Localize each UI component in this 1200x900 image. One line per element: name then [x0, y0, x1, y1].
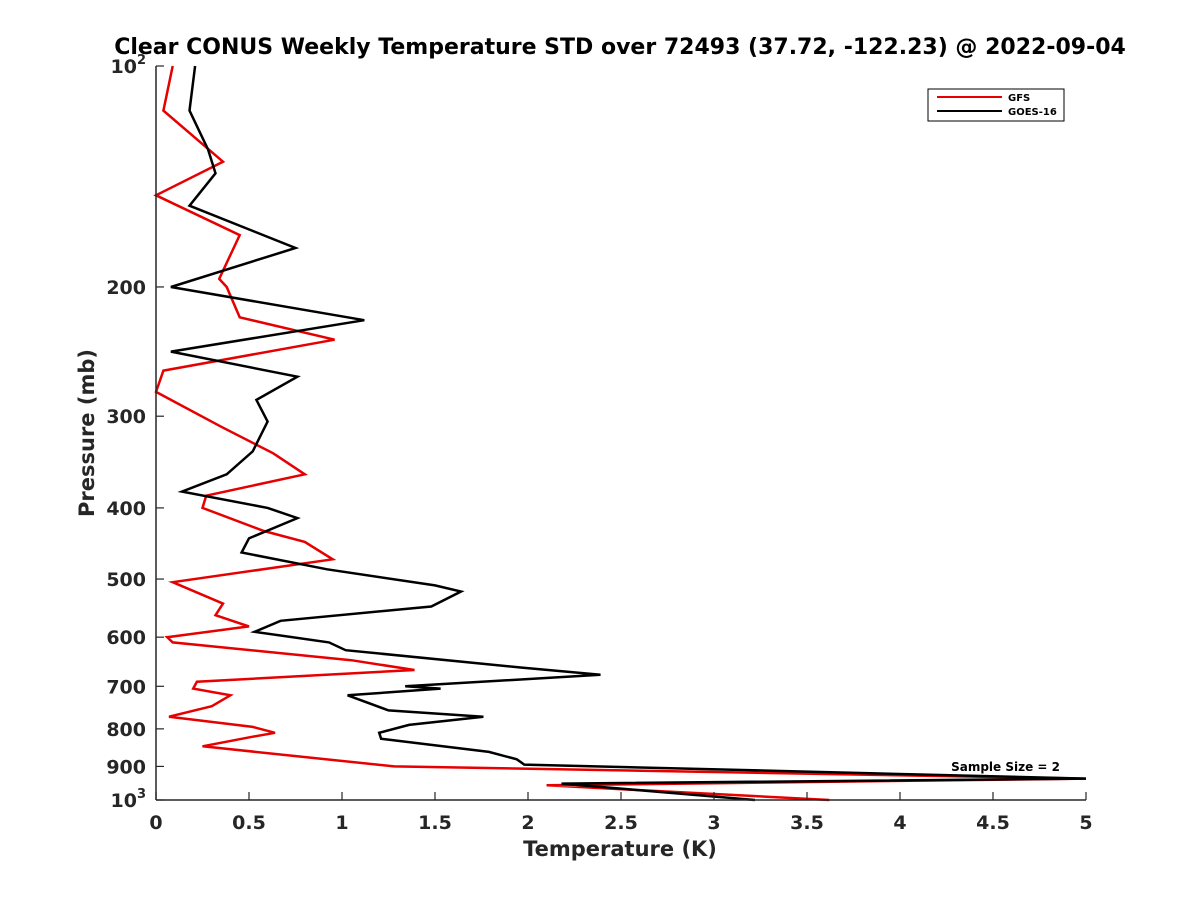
y-tick-label: 200	[106, 277, 146, 299]
x-tick-label: 4.5	[976, 812, 1010, 834]
y-tick-label: 300	[106, 406, 146, 428]
x-tick-label: 0.5	[232, 812, 266, 834]
sample-size-annotation: Sample Size = 2	[951, 760, 1060, 774]
x-tick-label: 1.5	[418, 812, 452, 834]
y-axis: 102 200 300 400 500 600 700 800 900 103	[106, 53, 164, 812]
y-tick-label: 400	[106, 498, 146, 520]
x-axis-title: Temperature (K)	[523, 837, 717, 861]
legend-label-gfs: GFS	[1008, 93, 1030, 104]
y-tick-label: 800	[106, 719, 146, 741]
x-tick-label: 0	[149, 812, 162, 834]
x-tick-label: 5	[1079, 812, 1092, 834]
series-line-gfs	[153, 65, 1087, 802]
y-tick-label: 500	[106, 569, 146, 591]
y-tick-label: 700	[106, 676, 146, 698]
x-axis: 0 0.5 1 1.5 2 2.5 3 3.5 4 4.5 5	[149, 792, 1093, 834]
legend-box	[927, 88, 1065, 122]
x-tick-label: 2	[521, 812, 534, 834]
y-tick-label: 102	[111, 53, 147, 78]
series-line-goes16	[170, 65, 1087, 802]
y-axis-title: Pressure (mb)	[75, 349, 99, 517]
y-tick-label: 900	[106, 756, 146, 778]
y-tick-label: 600	[106, 627, 146, 649]
x-tick-label: 1	[335, 812, 348, 834]
x-tick-label: 3.5	[790, 812, 824, 834]
x-tick-label: 2.5	[604, 812, 638, 834]
x-tick-label: 3	[707, 812, 720, 834]
x-tick-label: 4	[893, 812, 906, 834]
legend: GFS GOES-16	[927, 88, 1065, 122]
plot-area	[153, 65, 1087, 802]
chart-title: Clear CONUS Weekly Temperature STD over …	[114, 35, 1126, 60]
legend-label-goes16: GOES-16	[1008, 107, 1057, 118]
y-tick-label: 103	[111, 787, 147, 812]
